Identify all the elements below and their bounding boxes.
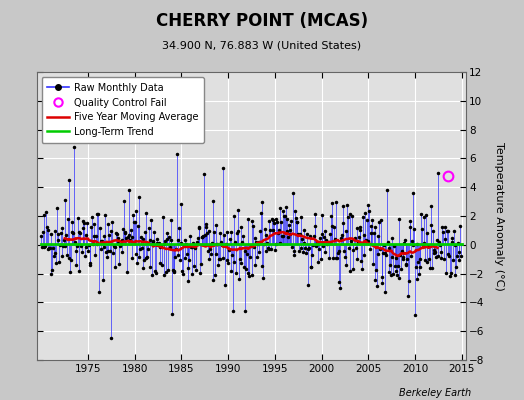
Text: Berkeley Earth: Berkeley Earth — [399, 388, 472, 398]
Text: 34.900 N, 76.883 W (United States): 34.900 N, 76.883 W (United States) — [162, 40, 362, 50]
Legend: Raw Monthly Data, Quality Control Fail, Five Year Moving Average, Long-Term Tren: Raw Monthly Data, Quality Control Fail, … — [41, 77, 204, 143]
Text: CHERRY POINT (MCAS): CHERRY POINT (MCAS) — [156, 12, 368, 30]
Y-axis label: Temperature Anomaly (°C): Temperature Anomaly (°C) — [494, 142, 504, 290]
